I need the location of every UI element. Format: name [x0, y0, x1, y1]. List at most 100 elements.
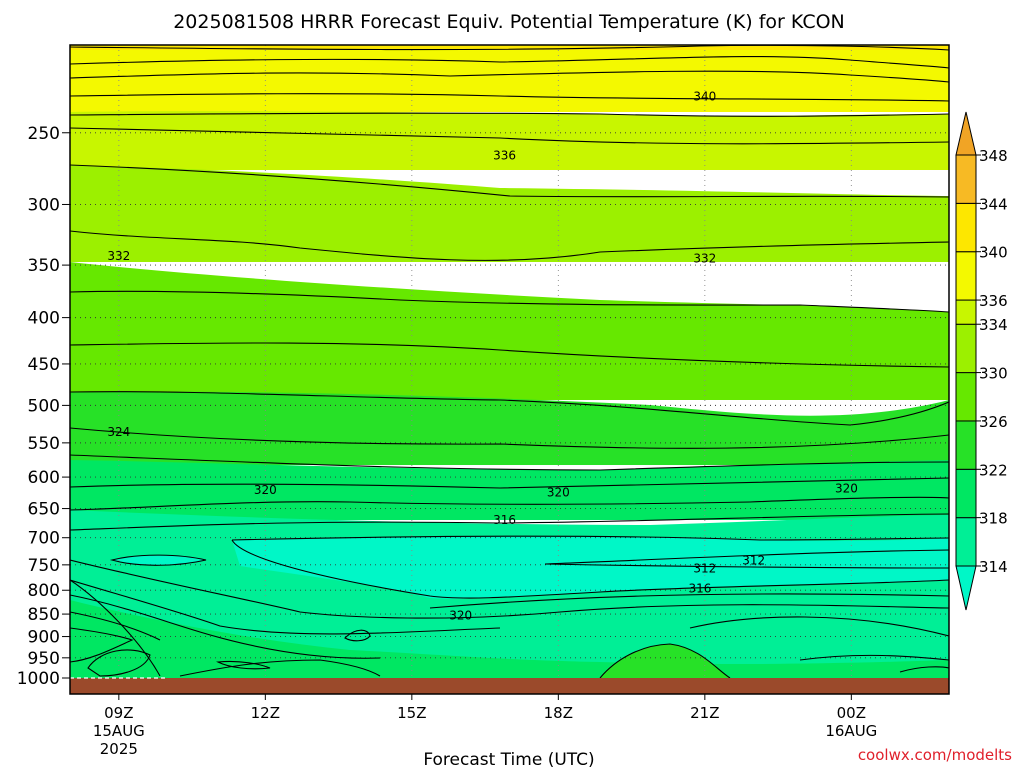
contour-label: 324: [107, 425, 130, 439]
contour-line: [689, 616, 949, 637]
contour-line: [70, 579, 161, 677]
contour-labels: 340 336 332 332 324 320 320 320 316 312 312 316 320: [107, 90, 858, 623]
contour-label-text: 324: [107, 425, 130, 439]
contour-label-text: 312: [742, 554, 765, 568]
contour-label: 312: [693, 562, 716, 576]
x-tick-label: 21Z: [690, 704, 719, 722]
colorbar-swatch: [955, 323, 977, 374]
contour-label-text: 336: [493, 149, 516, 163]
contour-line: [599, 643, 731, 678]
contour-line: [899, 666, 949, 673]
contour-label-text: 316: [493, 513, 516, 527]
colorbar-label: 344: [979, 195, 1008, 213]
x-tick-date: 16AUG: [825, 722, 877, 740]
y-tick-label: 950: [28, 649, 60, 669]
colorbar-label: 334: [979, 316, 1008, 334]
contour-label-text: 320: [254, 483, 277, 497]
contour-label: 320: [835, 482, 858, 496]
colorbar-label: 326: [979, 413, 1008, 431]
chart-title: 2025081508 HRRR Forecast Equiv. Potentia…: [173, 11, 845, 33]
contour-line: [544, 549, 949, 565]
contour-line: [109, 554, 207, 566]
y-tick-label: 300: [28, 195, 60, 215]
contour-label: 316: [493, 513, 516, 527]
contour-label-text: 320: [547, 486, 570, 500]
fill-lowlevel-322: [70, 600, 949, 678]
colorbar-swatch: [955, 468, 977, 519]
x-tick-label: 12Z: [251, 704, 280, 722]
contour-label: 332: [693, 251, 716, 265]
contour-line: [70, 454, 949, 471]
contour-line: [70, 342, 949, 368]
contour-label-text: 312: [693, 562, 716, 576]
contour-label: 320: [449, 608, 472, 622]
colorbar: 314 318 322 326 330 334 336 340 344 348: [955, 111, 1008, 611]
contour-line: [70, 55, 949, 69]
contour-label: 320: [547, 486, 570, 500]
contour-label: 320: [254, 483, 277, 497]
contour-line: [70, 93, 949, 102]
colorbar-label: 318: [979, 510, 1008, 528]
y-tick-label: 550: [28, 434, 60, 454]
colorbar-swatch: [955, 517, 977, 567]
contour-line: [544, 563, 949, 569]
y-tick-label: 1000: [17, 669, 60, 689]
fill-band-344: [70, 45, 949, 82]
contour-label: 340: [693, 90, 716, 104]
contour-line: [70, 594, 381, 659]
colorbar-swatch: [955, 372, 977, 422]
y-tick-label: 700: [28, 529, 60, 549]
contour-line: [231, 539, 949, 599]
y-tick-label: 650: [28, 500, 60, 520]
x-axis-label: Forecast Time (UTC): [423, 750, 594, 768]
fill-band-326: [70, 391, 949, 465]
x-tick-label: 09Z: [104, 704, 133, 722]
contour-line: [344, 629, 371, 642]
x-tick-label: 15Z: [397, 704, 426, 722]
credit-text: coolwx.com/modelts: [858, 746, 1012, 764]
contour-line: [70, 513, 949, 531]
colorbar-label: 340: [979, 244, 1008, 262]
colorbar-bottom-arrow: [955, 565, 977, 611]
fill-band-336: [70, 111, 949, 170]
contour-line: [429, 593, 949, 609]
colorbar-swatch: [955, 202, 977, 253]
contour-line: [70, 45, 949, 51]
y-tick-label: 350: [28, 256, 60, 276]
contour-label: 332: [107, 249, 130, 263]
y-tick-label: 500: [28, 396, 60, 416]
plot-frame: [69, 44, 950, 695]
colorbar-top-arrow: [955, 111, 977, 156]
contour-line: [231, 535, 949, 541]
y-tick-label: 250: [28, 124, 60, 144]
contour-label-text: 316: [688, 581, 711, 595]
contour-line: [216, 660, 271, 670]
contour-line: [70, 112, 949, 117]
contour-line: [70, 559, 949, 619]
colorbar-swatch: [955, 420, 977, 470]
contour-label: 336: [493, 149, 516, 163]
plot-area: 340 336 332 332 324 320 320 320 316 312 312 316 320: [69, 44, 950, 695]
y-tick-label: 450: [28, 355, 60, 375]
contour-line: [179, 659, 381, 677]
fill-band-340: [70, 50, 949, 112]
y-tick-label: 900: [28, 628, 60, 648]
contour-line: [70, 627, 134, 663]
contour-line: [70, 164, 949, 198]
contour-label: 312: [742, 554, 765, 568]
colorbar-label: 314: [979, 558, 1008, 576]
y-tick-label: 800: [28, 581, 60, 601]
colorbar-swatch: [955, 251, 977, 301]
colorbar-label: 336: [979, 292, 1008, 310]
x-tick-date: 15AUG: [93, 722, 145, 740]
colorbar-label: 348: [979, 147, 1008, 165]
y-tick-label: 750: [28, 556, 60, 576]
contour-line: [70, 391, 949, 426]
x-tick-label: 00Z: [837, 704, 866, 722]
fill-band-330: [70, 262, 949, 400]
contour-line: [799, 654, 949, 661]
fill-band-334: [70, 165, 949, 262]
y-tick-label: 400: [28, 309, 60, 329]
